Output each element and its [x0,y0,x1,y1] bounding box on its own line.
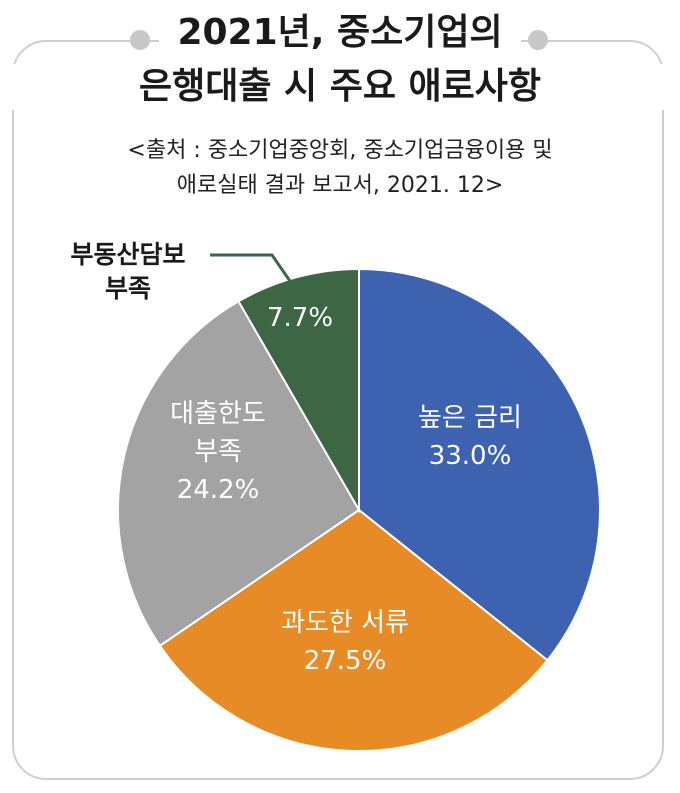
pie-slice-real-estate-collateral-shortage [237,267,360,514]
left-dot-decoration [130,30,150,50]
title-line-2: 은행대출 시 주요 애로사항 [0,64,680,110]
external-label-real-estate-collateral-shortage: 부동산담보 부족 [70,240,185,303]
source-line-2: 애로실태 결과 보고서, 2021. 12> [176,173,504,198]
source-note: <출처 : 중소기업중앙회, 중소기업금융이용 및 애로실태 결과 보고서, 2… [0,133,680,203]
pie-slice-excessive-documents [158,508,549,752]
leader-line-real-estate-collateral-shortage [210,253,294,285]
slice-label-excessive-documents: 과도한 서류 27.5% [281,608,409,676]
slice-label-loan-limit-shortage: 대출한도 부족 24.2% [170,399,266,505]
right-dot-decoration [528,30,548,50]
pie-slice-high-interest [358,267,601,662]
title-block: 2021년, 중소기업의 은행대출 시 주요 애로사항 [0,10,680,110]
pie-slice-loan-limit-shortage [117,299,361,648]
title-line-1: 2021년, 중소기업의 [159,10,521,56]
slice-label-high-interest: 높은 금리 33.0% [418,403,522,471]
source-line-1: <출처 : 중소기업중앙회, 중소기업금융이용 및 [127,138,553,163]
slice-label-real-estate-collateral-shortage: 7.7% [267,303,333,333]
